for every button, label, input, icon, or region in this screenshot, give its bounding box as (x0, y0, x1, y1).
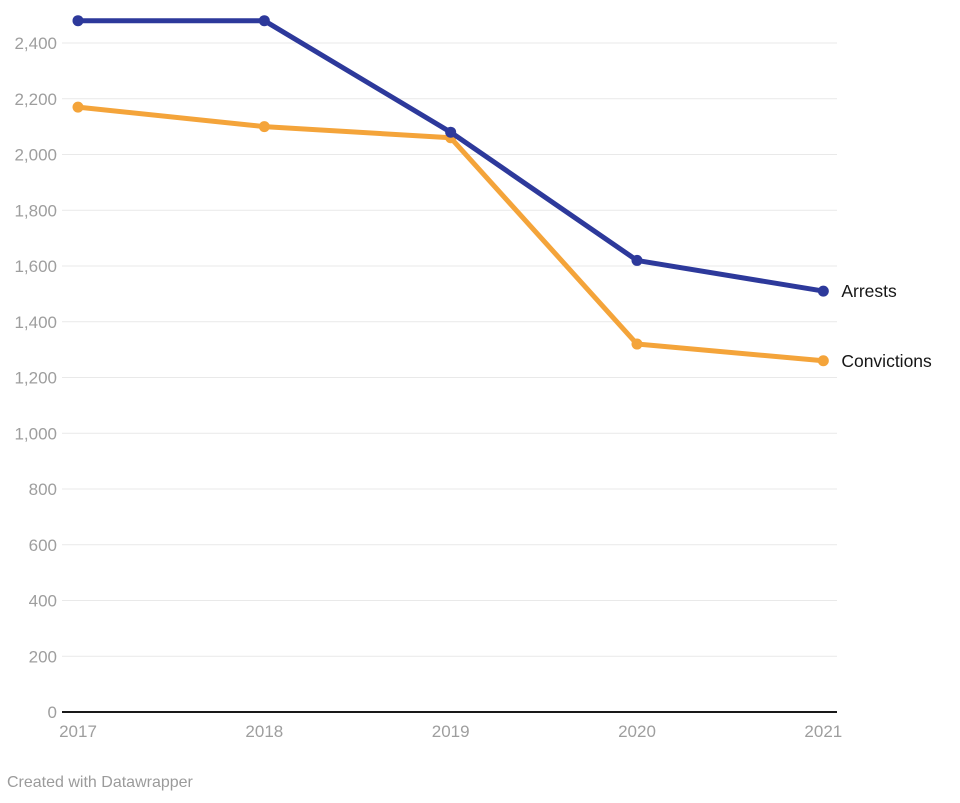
gridlines-group (62, 42, 837, 657)
x-tick-label: 2021 (804, 722, 842, 741)
y-tick-label: 1,000 (14, 424, 57, 443)
x-tick-label: 2018 (245, 722, 283, 741)
y-tick-label: 800 (29, 480, 57, 499)
x-axis-labels-group: 2017 2018 2019 2020 2021 (59, 722, 842, 741)
x-tick-label: 2020 (618, 722, 656, 741)
series-arrests: Arrests (72, 15, 897, 301)
y-tick-label: 2,200 (14, 90, 57, 109)
series-end-label-arrests: Arrests (841, 281, 897, 301)
data-point-arrests[interactable] (445, 126, 457, 138)
y-tick-label: 400 (29, 592, 57, 611)
data-point-arrests[interactable] (258, 15, 270, 27)
y-axis-labels-group: 0 200 400 600 800 1,000 1,200 1,400 1,600 1,800 2,… (14, 34, 57, 722)
series-line-convictions (75, 104, 826, 364)
data-point-convictions[interactable] (258, 121, 270, 133)
series-line-arrests (75, 18, 826, 294)
series-end-label-convictions: Convictions (841, 351, 932, 371)
data-point-convictions[interactable] (631, 338, 643, 350)
data-point-convictions[interactable] (817, 355, 829, 367)
x-tick-label: 2019 (432, 722, 470, 741)
y-tick-label: 1,400 (14, 313, 57, 332)
data-point-arrests[interactable] (817, 285, 829, 297)
y-tick-label: 2,400 (14, 34, 57, 53)
y-tick-label: 1,200 (14, 369, 57, 388)
data-point-arrests[interactable] (631, 254, 643, 266)
y-tick-label: 1,600 (14, 257, 57, 276)
data-point-arrests[interactable] (72, 15, 84, 27)
data-point-convictions[interactable] (72, 101, 84, 113)
y-tick-label: 2,000 (14, 146, 57, 165)
y-tick-label: 1,800 (14, 201, 57, 220)
series-convictions: Convictions (72, 101, 932, 371)
y-tick-label: 600 (29, 536, 57, 555)
y-tick-label: 200 (29, 647, 57, 666)
x-tick-label: 2017 (59, 722, 97, 741)
datawrapper-credit-link[interactable]: Created with Datawrapper (7, 774, 193, 791)
line-chart-svg: 0 200 400 600 800 1,000 1,200 1,400 1,600 1,800 2,… (14, 15, 932, 741)
y-tick-label: 0 (48, 703, 57, 722)
